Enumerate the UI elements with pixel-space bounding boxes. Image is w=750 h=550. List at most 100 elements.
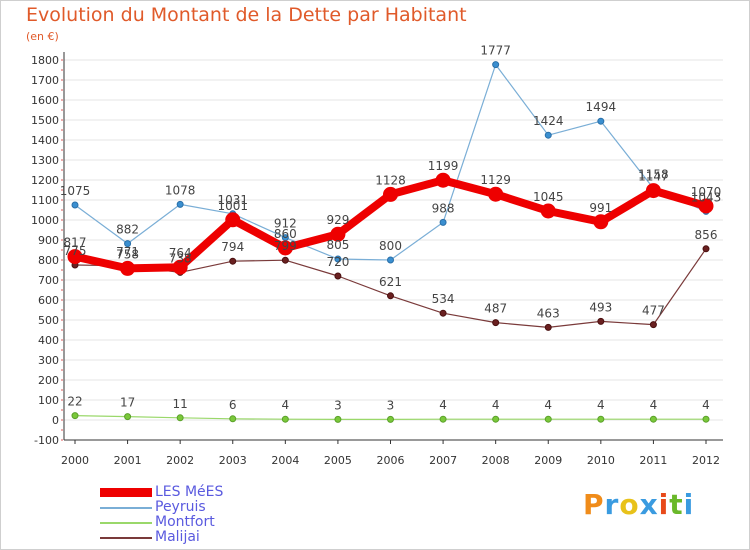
data-point — [544, 131, 552, 139]
data-label: 11 — [173, 397, 188, 411]
data-point — [334, 415, 342, 423]
data-point — [645, 183, 661, 199]
data-label: 22 — [67, 395, 82, 409]
y-tick-label: 1200 — [31, 174, 59, 187]
data-label: 4 — [492, 398, 500, 412]
logo-letter: o — [619, 488, 640, 521]
data-label: 738 — [169, 251, 192, 265]
y-tick-label: 1300 — [31, 154, 59, 167]
data-point — [597, 117, 605, 125]
data-label: 799 — [274, 239, 297, 253]
data-label: 1158 — [638, 167, 669, 181]
data-point — [597, 415, 605, 423]
data-label: 912 — [274, 217, 297, 231]
data-label: 1199 — [428, 159, 459, 173]
data-point — [124, 240, 132, 248]
y-tick-label: 1800 — [31, 54, 59, 67]
data-point — [277, 240, 293, 256]
data-point — [67, 249, 83, 265]
data-point — [492, 319, 500, 327]
data-point — [488, 186, 504, 202]
data-point — [492, 415, 500, 423]
x-tick-label: 2010 — [587, 454, 615, 467]
legend-label-montfort: Montfort — [155, 514, 215, 530]
data-point — [702, 415, 710, 423]
x-tick-label: 2000 — [61, 454, 89, 467]
data-label: 4 — [702, 398, 710, 412]
series-line-1 — [74, 63, 707, 261]
data-label: 3 — [387, 398, 395, 412]
data-point — [176, 200, 184, 208]
y-tick-label: 800 — [38, 254, 59, 267]
data-label: 4 — [650, 398, 658, 412]
y-tick-label: 1500 — [31, 114, 59, 127]
data-label: 1128 — [375, 173, 406, 187]
y-tick-label: 100 — [38, 394, 59, 407]
data-label: 477 — [642, 304, 665, 318]
data-point — [702, 245, 710, 253]
data-label: 3 — [334, 398, 342, 412]
data-point — [649, 415, 657, 423]
y-tick-label: 400 — [38, 334, 59, 347]
grid-lines — [64, 59, 723, 441]
data-point — [229, 415, 237, 423]
data-point — [71, 201, 79, 209]
data-point — [281, 256, 289, 264]
data-label: 4 — [282, 398, 290, 412]
data-label: 6 — [229, 398, 237, 412]
logo-letter: i — [658, 488, 670, 521]
logo-letter: x — [639, 488, 659, 521]
data-point — [330, 226, 346, 242]
x-tick-label: 2012 — [692, 454, 720, 467]
data-label: 1078 — [165, 183, 196, 197]
data-label: 764 — [169, 246, 192, 260]
x-tick-label: 2006 — [377, 454, 405, 467]
x-tick-label: 2004 — [271, 454, 299, 467]
data-point — [281, 415, 289, 423]
data-label: 800 — [379, 239, 402, 253]
data-label: 720 — [326, 255, 349, 269]
data-label: 1494 — [586, 100, 617, 114]
data-label: 882 — [116, 223, 139, 237]
y-tick-label: 700 — [38, 274, 59, 287]
x-tick-label: 2005 — [324, 454, 352, 467]
proxiti-logo: Proxiti — [583, 488, 694, 521]
y-tick-label: 500 — [38, 314, 59, 327]
data-point — [597, 317, 605, 325]
data-point — [387, 256, 394, 264]
data-labels: 22 17 11 6 4 3 3 4 4 4 4 4 4 775 771 738 794 799 720 621 534… — [60, 44, 722, 413]
x-tick-label: 2002 — [166, 454, 194, 467]
data-point — [383, 186, 398, 202]
y-tick-label: 600 — [38, 294, 59, 307]
legend-label-malijai: Malijai — [155, 529, 200, 545]
data-label: 17 — [120, 396, 135, 410]
data-point — [334, 255, 342, 263]
data-label: 991 — [589, 201, 612, 215]
data-label: 805 — [326, 238, 349, 252]
logo-letter: t — [669, 488, 684, 521]
y-tick-label: 1600 — [31, 94, 59, 107]
data-label: 487 — [484, 302, 507, 316]
data-point — [172, 259, 188, 275]
axes — [61, 52, 723, 444]
legend-label-les-mees: LES MéES — [155, 484, 224, 500]
data-point — [540, 203, 556, 219]
legend-swatch-peyruis — [100, 507, 152, 509]
data-label: 988 — [432, 201, 455, 215]
data-point — [544, 415, 552, 423]
data-label: 1001 — [217, 199, 248, 213]
x-tick-label: 2011 — [639, 454, 667, 467]
data-label: 463 — [537, 306, 560, 320]
data-point — [439, 309, 447, 317]
data-point — [649, 321, 657, 329]
legend-swatch-montfort — [100, 522, 152, 524]
data-label: 758 — [116, 247, 139, 261]
data-label: 1424 — [533, 114, 564, 128]
y-tick-label: 300 — [38, 354, 59, 367]
y-tick-label: 1400 — [31, 134, 59, 147]
data-point — [124, 413, 132, 421]
chart-subtitle: (en €) — [26, 30, 59, 43]
data-point — [71, 412, 79, 420]
data-point — [176, 414, 184, 422]
series-points — [67, 61, 714, 423]
